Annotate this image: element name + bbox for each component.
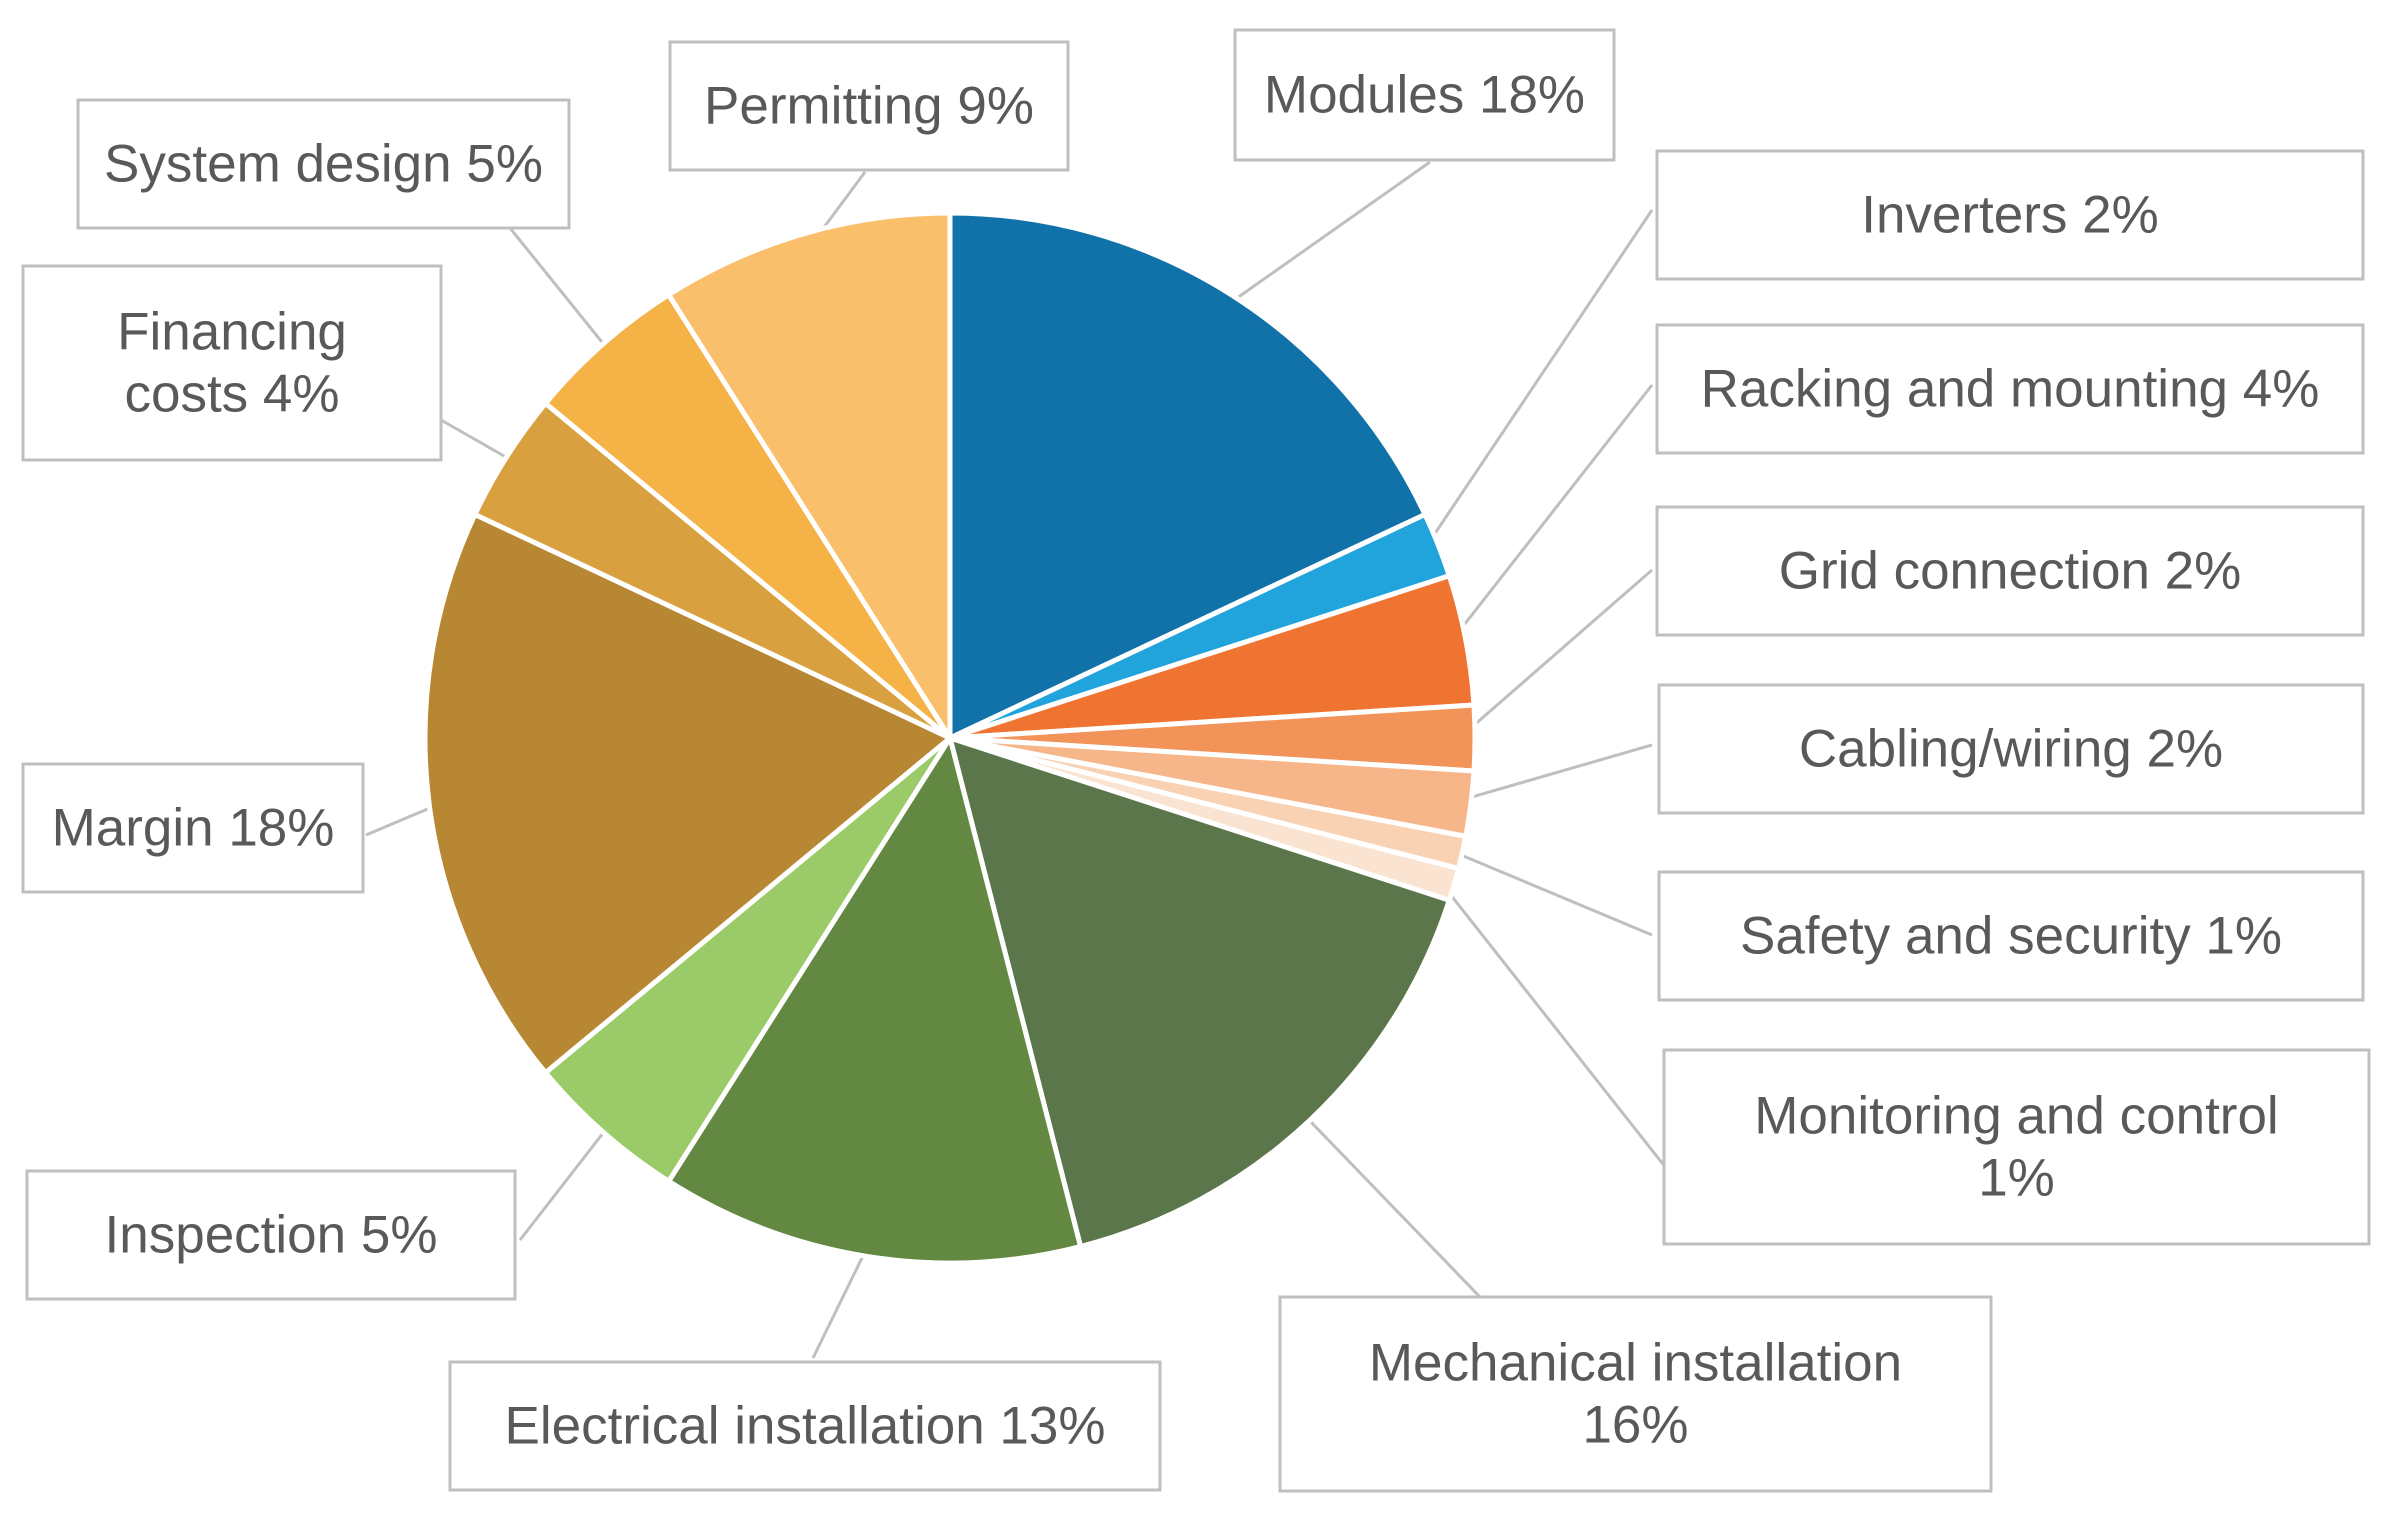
pie-slice-14 (666, 210, 953, 741)
label-text: Inspection 5% (105, 1206, 438, 1265)
pie-slice-13 (542, 292, 953, 741)
leader-line-2 (1422, 209, 1654, 552)
leader-line-6 (1446, 847, 1653, 937)
leader-line-8 (1297, 1108, 1482, 1299)
leader-line-5 (1454, 743, 1653, 804)
data-label-10: Inspection 5% (25, 1169, 517, 1301)
pie-slice-9 (666, 735, 1084, 1266)
label-text: Mechanical installation (1369, 1334, 1902, 1393)
label-text: Inverters 2% (1861, 186, 2159, 245)
label-text: Permitting 9% (704, 77, 1034, 136)
leader-line-9 (811, 1240, 872, 1359)
pie-slice-10 (542, 735, 953, 1184)
label-box (1278, 1295, 1993, 1493)
label-text: costs 4% (124, 365, 339, 424)
data-label-13: System design 5% (76, 98, 571, 230)
label-box (1655, 149, 2365, 281)
data-label-4: Grid connection 2% (1655, 505, 2365, 637)
label-box (76, 98, 571, 230)
label-text: System design 5% (104, 135, 543, 194)
label-text: Margin 18% (52, 799, 335, 858)
label-text: Grid connection 2% (1779, 542, 2242, 601)
label-box (1655, 505, 2365, 637)
data-label-14: Permitting 9% (668, 40, 1070, 172)
label-text: 16% (1582, 1396, 1688, 1455)
label-box (1655, 323, 2365, 455)
label-box (1657, 870, 2365, 1002)
data-label-3: Racking and mounting 4% (1655, 323, 2365, 455)
label-text: Financing (117, 303, 347, 362)
data-label-2: Inverters 2% (1655, 149, 2365, 281)
label-text: Racking and mounting 4% (1701, 360, 2320, 419)
pie-slice-1 (947, 210, 1428, 741)
label-box (21, 762, 365, 894)
label-text: Modules 18% (1264, 66, 1585, 125)
data-label-9: Electrical installation 13% (448, 1360, 1162, 1492)
label-text: Electrical installation 13% (505, 1397, 1106, 1456)
label-text: Safety and security 1% (1740, 907, 2282, 966)
label-box (25, 1169, 517, 1301)
data-label-1: Modules 18% (1233, 28, 1616, 162)
pie-slices (422, 210, 1478, 1266)
label-box (1233, 28, 1616, 162)
pie-slice-11 (422, 511, 953, 1076)
pie-slice-8 (947, 735, 1452, 1250)
leader-line-3 (1449, 384, 1654, 644)
leader-line-7 (1437, 879, 1668, 1169)
leader-line-4 (1458, 568, 1653, 740)
label-box (21, 264, 443, 462)
label-box (1657, 683, 2365, 815)
label-text: Cabling/wiring 2% (1799, 720, 2223, 779)
slice-labels: Modules 18% Inverters 2% Racking and mount… (21, 28, 2371, 1493)
data-label-6: Safety and security 1% (1657, 870, 2365, 1002)
label-box (668, 40, 1070, 172)
leader-line-1 (1222, 160, 1431, 310)
label-text: Monitoring and control (1754, 1087, 2278, 1146)
leader-line-13 (508, 227, 615, 357)
data-label-11: Margin 18% (21, 762, 365, 894)
data-label-5: Cabling/wiring 2% (1657, 683, 2365, 815)
label-box (448, 1360, 1162, 1492)
leader-line-10 (518, 1119, 615, 1241)
label-box (1662, 1048, 2371, 1246)
label-text: 1% (1978, 1149, 2055, 1208)
